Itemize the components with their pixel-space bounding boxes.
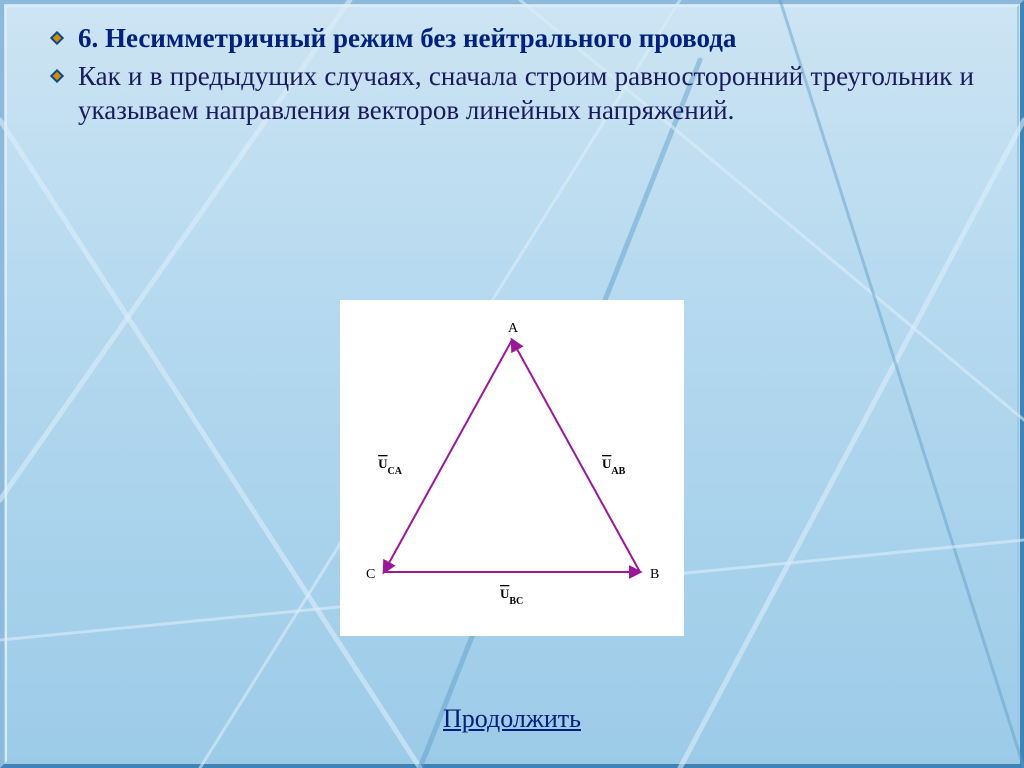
- diamond-bullet-icon: [50, 69, 64, 83]
- svg-text:C: C: [366, 567, 375, 582]
- slide-title: 6. Несимметричный режим без нейтрального…: [78, 22, 736, 56]
- continue-link[interactable]: Продолжить: [0, 704, 1024, 734]
- triangle-figure: UAB UCA UBC A B C: [340, 300, 684, 636]
- svg-text:UBC: UBC: [500, 586, 523, 607]
- title-row: 6. Несимметричный режим без нейтрального…: [50, 22, 974, 56]
- svg-text:A: A: [508, 321, 519, 336]
- diamond-bullet-icon: [50, 31, 64, 45]
- svg-text:UAB: UAB: [602, 456, 626, 477]
- content-area: 6. Несимметричный режим без нейтрального…: [50, 22, 974, 131]
- body-row: Как и в предыдущих случаях, сначала стро…: [50, 60, 974, 128]
- svg-text:UCA: UCA: [378, 456, 403, 477]
- vector-diagram-svg: UAB UCA UBC A B C: [340, 300, 684, 636]
- slide: 6. Несимметричный режим без нейтрального…: [0, 0, 1024, 768]
- slide-body: Как и в предыдущих случаях, сначала стро…: [78, 60, 974, 128]
- svg-text:B: B: [650, 567, 659, 582]
